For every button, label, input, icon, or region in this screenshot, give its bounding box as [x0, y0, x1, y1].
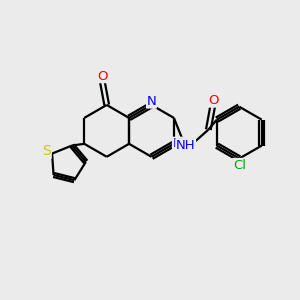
Text: N: N — [172, 137, 182, 150]
Text: O: O — [208, 94, 219, 107]
Text: Cl: Cl — [233, 158, 246, 172]
Text: O: O — [97, 70, 108, 83]
Text: N: N — [147, 95, 156, 108]
Text: NH: NH — [176, 139, 196, 152]
Text: S: S — [42, 144, 51, 158]
